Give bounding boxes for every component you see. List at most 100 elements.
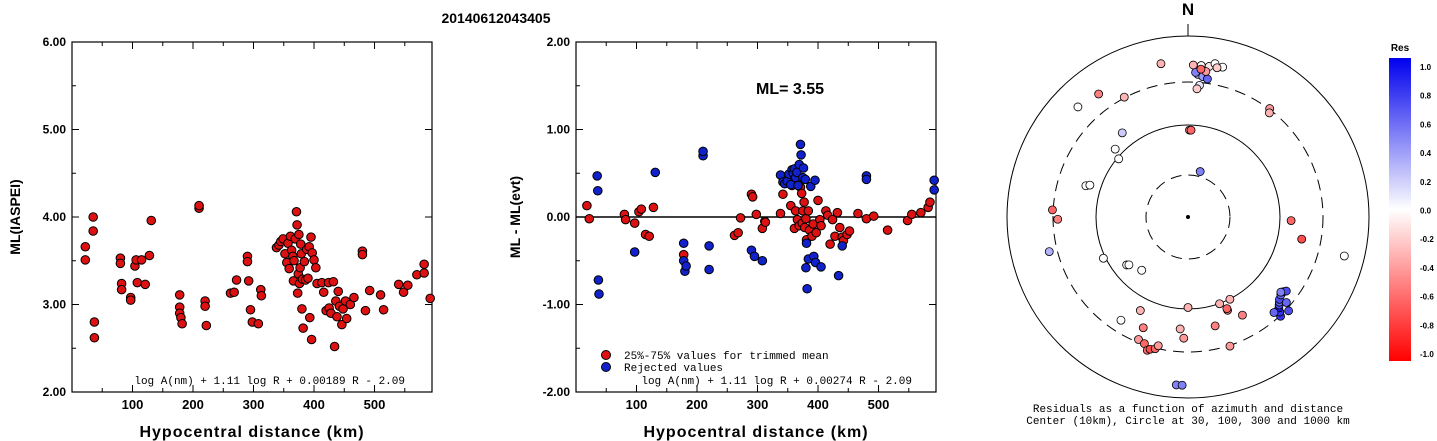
station-residual-point [1116,315,1126,325]
station-residual-point [1053,214,1063,224]
rejected-point [837,241,848,251]
ml-point [256,290,267,301]
station-residual-point [1276,287,1286,297]
legend-marker-trimmed [601,350,611,360]
rejected-point [749,251,760,262]
trimmed-point [778,189,788,200]
ml-point [177,318,187,329]
legend-marker-rejected [601,362,611,372]
ml-point [419,268,429,278]
ml-point [298,323,308,333]
left-ytick-label: 4.00 [43,210,67,224]
ml-point [80,255,91,265]
ml-point [89,317,100,327]
ml-point [284,263,295,274]
trimmed-point [629,218,640,228]
trimmed-point [853,208,863,219]
ml-point [201,320,212,331]
left-xtick-label: 300 [243,397,265,412]
rejected-point [698,146,708,157]
station-residual-point [1085,180,1095,190]
colorbar-tick-label: 0.2 [1420,178,1432,187]
station-residual-point [1117,128,1127,138]
rejected-point [681,261,691,271]
rejected-point [861,174,872,185]
colorbar-tick-label: 0.6 [1420,120,1432,129]
middle-xtick-label: 200 [686,397,708,412]
colorbar-tick-label: -0.4 [1420,264,1434,273]
polar-caption-line1: Residuals as a function of azimuth and d… [1033,404,1343,416]
ml-point [425,293,435,304]
colorbar-ticks: 1.0 0.8 0.6 0.4 0.2 0.0 -0.2 -0.4 -0.6 -0.8 -1.0 [1420,63,1434,359]
ml-point [115,258,126,269]
ml-point [306,334,317,345]
center-point [1186,215,1190,219]
middle-x-ticks: 100 200 300 400 500 [605,42,910,412]
rejected-point [798,163,809,173]
left-y-axis-label: ML(IASPEI) [7,179,23,254]
ml-point [304,312,315,323]
ml-point [80,241,91,252]
rejected-point [650,167,661,178]
station-residual-point [1135,306,1145,315]
station-residual-point [1284,306,1294,316]
trimmed-point [644,231,655,242]
left-y-ticks: 2.00 3.00 4.00 5.00 6.00 [43,35,432,399]
station-residual-point [1339,251,1349,261]
ml-point [243,276,254,286]
colorbar-tick-label: 0.4 [1420,149,1432,158]
middle-formula: log A(nm) + 1.11 log R + 0.00274 R - 2.0… [641,376,912,388]
trimmed-point [844,226,855,236]
ml-point [174,290,185,300]
ml-point [364,285,375,296]
ml-point [332,311,342,322]
ml-point [194,200,204,211]
left-ytick-label: 6.00 [43,35,67,49]
station-residual-point [1202,74,1212,84]
station-residual-point [1225,294,1235,304]
station-residual-point [1094,89,1104,99]
ml-point [144,250,155,261]
ml-point [231,275,242,285]
station-residual-point [1048,205,1057,215]
rejected-point [801,262,811,273]
trimmed-point [775,208,786,219]
station-residual-point [1073,102,1083,112]
trimmed-point [735,213,746,223]
station-residual-point [1222,304,1232,314]
middle-ytick-label: 0.00 [547,210,571,224]
event-title: 20140612043405 [441,10,550,26]
left-x-ticks: 100 200 300 400 500 [101,42,406,412]
middle-xtick-label: 400 [807,397,829,412]
rejected-point [929,185,939,195]
station-residual-point [1175,324,1185,334]
ml-point [398,287,409,298]
ml-point [295,239,306,249]
station-residual-point [1183,303,1193,312]
trimmed-point [799,197,809,207]
trimmed-point [906,209,917,220]
colorbar-tick-label: -0.8 [1420,321,1434,330]
ml-point [309,255,319,265]
colorbar-tick-label: -0.6 [1420,293,1434,302]
middle-ytick-label: 1.00 [547,123,571,137]
ml-point [136,255,147,265]
residual-vs-distance-chart: -2.00 -1.00 0.00 1.00 2.00 100 200 300 400 500 M… [507,35,939,441]
rejected-point [929,175,939,186]
station-residual-point [1238,310,1247,320]
legend-label-trimmed: 25%-75% values for trimmed mean [624,351,829,363]
middle-ytick-label: -2.00 [543,385,571,399]
station-residual-point [1196,64,1206,74]
ml-point [245,304,256,315]
rejected-point [629,247,640,257]
ml-point [88,226,98,236]
middle-xtick-label: 100 [626,397,648,412]
left-xtick-label: 500 [364,397,386,412]
ml-point [306,232,316,242]
ml-point [303,273,313,284]
station-residual-point [1297,234,1307,244]
colorbar-tick-label: 1.0 [1420,63,1432,72]
trimmed-point [584,213,595,224]
trimmed-point [882,225,893,235]
